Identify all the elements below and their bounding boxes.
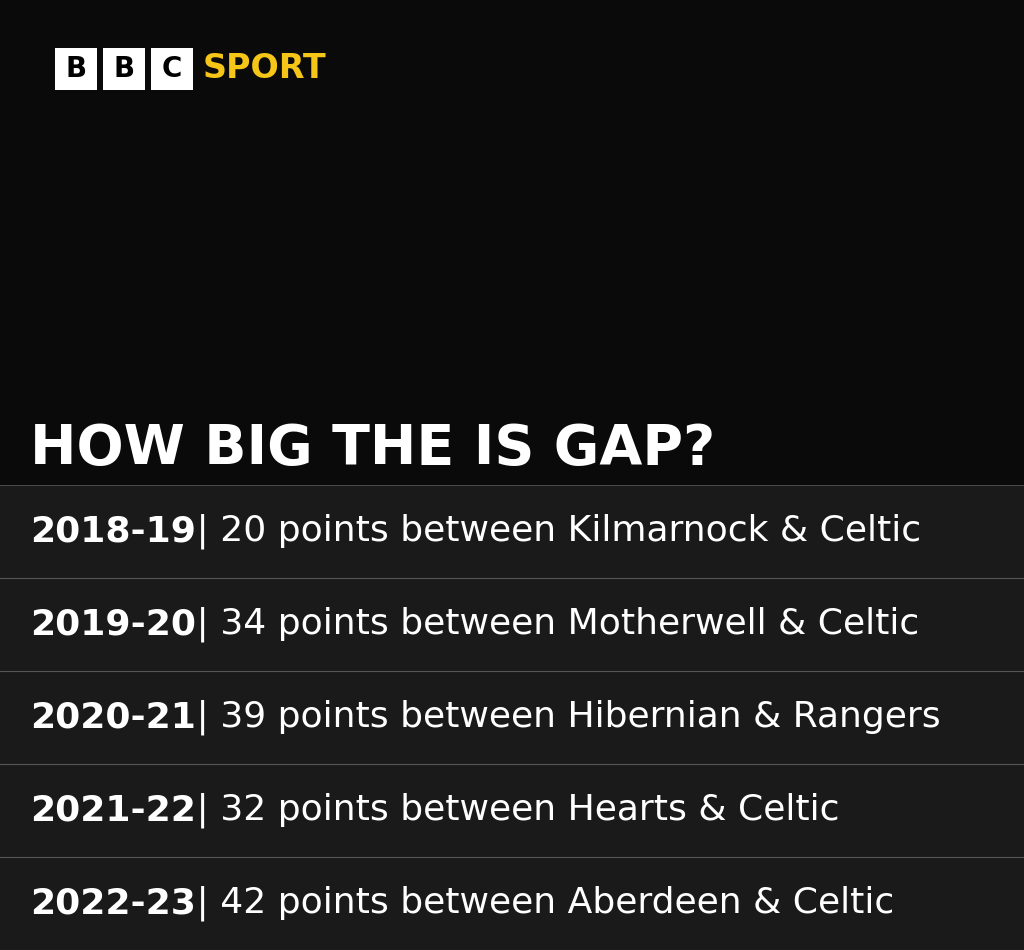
Bar: [0, 578, 1024, 671]
Text: 2021-22: 2021-22: [30, 793, 196, 827]
Text: B: B: [66, 55, 87, 83]
Bar: [151, 48, 193, 90]
Bar: [0, 764, 1024, 857]
Bar: [55, 48, 97, 90]
Text: | 34 points between Motherwell & Celtic: | 34 points between Motherwell & Celtic: [185, 606, 920, 642]
Text: 2019-20: 2019-20: [30, 607, 196, 641]
Text: | 42 points between Aberdeen & Celtic: | 42 points between Aberdeen & Celtic: [185, 885, 894, 922]
Bar: [0, 857, 1024, 950]
Bar: [0, 671, 1024, 764]
Text: B: B: [114, 55, 134, 83]
Text: | 39 points between Hibernian & Rangers: | 39 points between Hibernian & Rangers: [185, 699, 941, 735]
Text: HOW BIG THE IS GAP?: HOW BIG THE IS GAP?: [30, 422, 715, 476]
Text: C: C: [162, 55, 182, 83]
Text: | 32 points between Hearts & Celtic: | 32 points between Hearts & Celtic: [185, 792, 840, 828]
Text: 2018-19: 2018-19: [30, 514, 196, 548]
Text: 2020-21: 2020-21: [30, 700, 196, 734]
Text: | 20 points between Kilmarnock & Celtic: | 20 points between Kilmarnock & Celtic: [185, 513, 922, 549]
Text: 2022-23: 2022-23: [30, 886, 196, 921]
Text: SPORT: SPORT: [203, 52, 327, 86]
Bar: [0, 484, 1024, 578]
Bar: [103, 48, 145, 90]
